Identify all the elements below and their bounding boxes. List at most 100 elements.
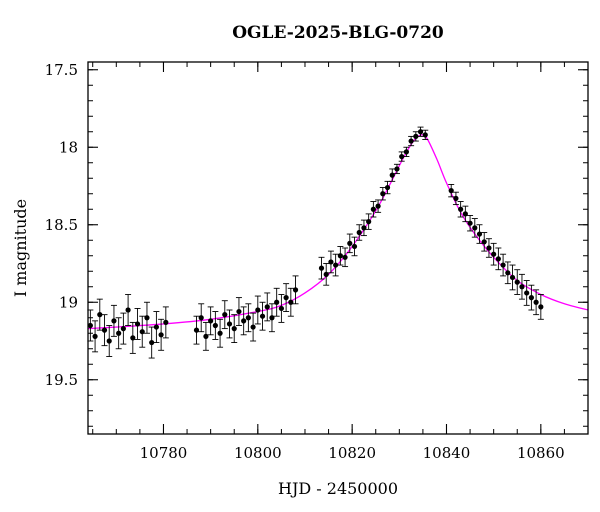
data-point (485, 238, 492, 258)
data-point (198, 303, 205, 333)
data-point (217, 318, 224, 348)
data-marker (231, 326, 237, 332)
y-tick-label: 17.5 (45, 61, 78, 79)
data-point (278, 294, 285, 323)
data-point (417, 126, 424, 137)
x-tick-label: 10780 (140, 444, 188, 462)
data-marker (236, 308, 242, 315)
data-point (292, 275, 299, 305)
data-marker (403, 149, 409, 155)
data-point (379, 187, 386, 201)
data-point (221, 300, 228, 330)
data-point (351, 236, 358, 257)
data-marker (472, 225, 478, 231)
y-tick-label: 19.5 (45, 371, 78, 389)
data-marker (318, 265, 325, 271)
data-marker (413, 133, 419, 139)
data-marker (283, 295, 289, 301)
data-point (268, 303, 275, 333)
data-marker (264, 304, 270, 310)
data-marker (361, 225, 367, 231)
data-marker (203, 333, 209, 339)
data-point (537, 294, 544, 320)
data-point (422, 129, 429, 140)
data-point (360, 219, 367, 237)
data-marker (106, 338, 112, 344)
data-marker (384, 184, 391, 191)
data-point (92, 320, 99, 353)
data-marker (514, 279, 520, 285)
data-point (153, 311, 160, 343)
data-point (240, 306, 247, 336)
data-point (403, 146, 410, 158)
data-marker (422, 132, 428, 138)
data-marker (198, 315, 204, 321)
data-point (250, 312, 257, 342)
data-point (481, 232, 488, 252)
data-point (346, 233, 353, 254)
data-marker (226, 321, 233, 327)
data-point (162, 306, 169, 339)
data-marker (153, 324, 159, 330)
data-marker (158, 332, 164, 338)
data-marker (217, 330, 223, 336)
data-point (139, 315, 146, 348)
data-point (193, 315, 200, 345)
data-marker (250, 324, 256, 330)
y-tick-label: 18 (59, 138, 78, 156)
data-marker (193, 327, 200, 333)
plot-area (87, 126, 589, 359)
data-marker (453, 195, 459, 201)
x-tick-label: 10840 (423, 444, 471, 462)
data-marker (241, 318, 247, 324)
data-marker (149, 339, 155, 346)
data-marker (370, 206, 376, 212)
data-marker (500, 262, 506, 268)
data-point (495, 247, 502, 271)
data-point (448, 183, 455, 198)
data-point (393, 163, 400, 175)
data-marker (366, 219, 372, 225)
data-point (518, 273, 525, 300)
data-point (500, 253, 507, 277)
data-marker (328, 259, 334, 265)
data-point (528, 284, 535, 311)
data-marker (342, 254, 348, 260)
data-point (115, 317, 122, 350)
data-point (318, 256, 325, 280)
data-point (476, 224, 483, 244)
data-point (245, 303, 252, 333)
data-point (408, 135, 415, 147)
data-marker (448, 188, 454, 194)
data-marker (519, 284, 525, 290)
data-point (323, 263, 330, 286)
data-point (101, 314, 108, 347)
data-point (327, 250, 334, 274)
data-point (231, 314, 238, 343)
data-marker (347, 240, 353, 246)
data-marker (389, 172, 395, 178)
data-marker (111, 318, 117, 324)
data-marker (255, 307, 261, 313)
data-marker (116, 330, 122, 336)
data-point (235, 297, 242, 326)
data-marker (222, 312, 228, 318)
data-marker (380, 191, 386, 197)
data-point (129, 321, 136, 354)
data-point (509, 264, 516, 291)
data-point (110, 304, 117, 337)
data-point (273, 287, 280, 317)
data-marker (144, 315, 150, 321)
data-marker (476, 231, 483, 237)
data-point (514, 269, 521, 295)
data-marker (533, 299, 539, 305)
data-point (259, 301, 266, 331)
chart-title: OGLE-2025-BLG-0720 (232, 23, 444, 43)
data-point (467, 214, 474, 232)
data-marker (399, 153, 405, 160)
data-point (365, 213, 372, 230)
data-marker (458, 206, 464, 212)
axis-ticks: 10780 10800 10820 10840 10860 17.5 18 18.5 19 19.… (45, 61, 589, 462)
data-marker (292, 287, 299, 293)
x-tick-label: 10860 (517, 444, 565, 462)
